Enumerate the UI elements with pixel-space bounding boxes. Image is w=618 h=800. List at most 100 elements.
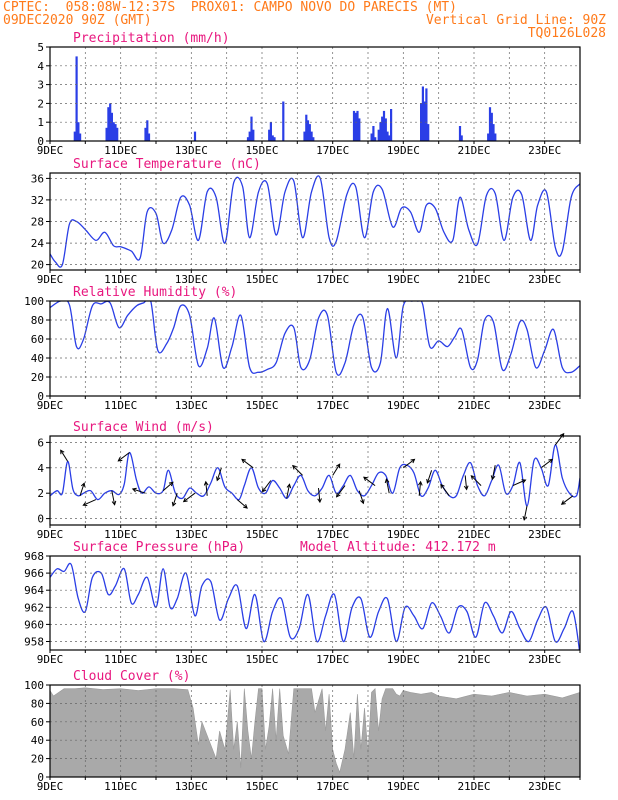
precip-bar	[77, 122, 80, 141]
wind-arrow-head	[426, 478, 431, 484]
wind-ytick-label: 4	[37, 462, 44, 475]
wind-arrow	[83, 499, 97, 506]
wind-ytick-label: 2	[37, 487, 44, 500]
precip-bar	[356, 110, 359, 141]
precip-bar	[305, 114, 308, 141]
pres-xtick-label: 11DEC	[104, 653, 137, 666]
rh-xtick-label: 9DEC	[37, 399, 64, 412]
wind-arrow-head	[243, 504, 248, 509]
precip-bar	[306, 120, 310, 141]
precip-bar	[268, 129, 271, 141]
rh-xtick-label: 19DEC	[387, 399, 420, 412]
wind-arrow-head	[360, 499, 365, 505]
wind-arrow-head	[335, 463, 341, 469]
temp-ytick-label: 36	[31, 172, 44, 185]
rh-ytick-label: 40	[31, 352, 44, 365]
precip-bar	[382, 110, 386, 141]
wind-xtick-label: 21DEC	[457, 528, 490, 541]
wind-arrow-head	[335, 492, 341, 498]
precip-ytick-label: 2	[37, 97, 44, 110]
cloud-panel	[46, 684, 581, 780]
wind-arrow	[241, 458, 254, 469]
cloud-ytick-label: 80	[31, 697, 44, 710]
pres-line	[50, 562, 580, 650]
cloud-xtick-label: 17DEC	[316, 780, 349, 793]
wind-arrow-head	[490, 475, 496, 481]
precip-bar	[75, 56, 78, 141]
pres-subtitle: Model Altitude: 412.172 m	[300, 540, 496, 555]
cloud-area	[49, 687, 581, 778]
wind-arrow-head	[548, 458, 554, 464]
wind-xtick-label: 13DEC	[175, 528, 208, 541]
precip-xtick-label: 21DEC	[457, 144, 490, 157]
wind-arrow-head	[111, 500, 117, 506]
wind-arrow	[512, 479, 526, 487]
wind-arrow	[358, 490, 364, 504]
precip-panel	[46, 46, 581, 144]
precip-bar	[487, 133, 490, 141]
precip-bar	[492, 124, 495, 141]
rh-ytick-label: 0	[37, 390, 44, 403]
rh-frame	[49, 300, 581, 397]
wind-arrow-head	[82, 501, 88, 506]
precip-ytick-label: 1	[37, 116, 44, 129]
temp-xtick-label: 9DEC	[37, 273, 64, 286]
temp-panel	[46, 172, 581, 273]
precip-bar	[386, 131, 389, 141]
cloud-ytick-label: 40	[31, 734, 44, 747]
wind-arrow	[540, 458, 553, 469]
wind-arrow-head	[182, 497, 188, 503]
cloud-xtick-label: 9DEC	[37, 780, 64, 793]
precip-title: Precipitation (mm/h)	[73, 31, 230, 46]
precip-bar	[79, 133, 82, 141]
wind-arrow-head	[117, 457, 123, 462]
precip-bar	[358, 118, 361, 141]
precip-bar	[421, 86, 424, 141]
pres-xtick-label: 19DEC	[387, 653, 420, 666]
wind-xtick-label: 11DEC	[104, 528, 137, 541]
precip-bar	[146, 120, 149, 141]
temp-ytick-label: 24	[31, 237, 45, 250]
wind-panel	[46, 432, 581, 528]
precip-bar	[269, 122, 272, 141]
rh-panel	[46, 300, 581, 399]
temp-xtick-label: 17DEC	[316, 273, 349, 286]
wind-arrow-head	[203, 480, 209, 486]
precip-bar	[427, 124, 430, 141]
temp-xtick-label: 19DEC	[387, 273, 420, 286]
wind-arrow	[292, 465, 303, 476]
wind-arrow	[172, 493, 178, 506]
wind-xtick-label: 9DEC	[37, 528, 64, 541]
precip-bar	[310, 131, 313, 141]
wind-arrow	[60, 449, 69, 462]
temp-xtick-label: 15DEC	[245, 273, 278, 286]
precip-bar	[252, 129, 255, 141]
wind-arrow-head	[216, 476, 221, 482]
precip-xtick-label: 15DEC	[245, 144, 278, 157]
precip-bar	[144, 127, 147, 141]
temp-ytick-label: 20	[31, 259, 44, 272]
pres-xtick-label: 17DEC	[316, 653, 349, 666]
precip-bar	[193, 131, 197, 141]
wind-arrow-head	[292, 464, 297, 470]
temp-title: Surface Temperature (nC)	[73, 157, 261, 172]
rh-ytick-label: 20	[31, 371, 44, 384]
precip-bar	[114, 124, 117, 141]
precip-bar	[372, 126, 375, 141]
wind-arrow	[162, 481, 174, 492]
header-run-date: 09DEC2020 90Z (GMT)	[3, 13, 152, 28]
precip-bar	[308, 124, 311, 141]
temp-ytick-label: 32	[31, 194, 44, 207]
wind-arrow	[523, 505, 528, 520]
precip-bar	[116, 127, 119, 141]
wind-arrow	[426, 470, 433, 484]
wind-arrow-head	[384, 478, 390, 484]
wind-arrow-head	[410, 458, 416, 464]
pres-panel	[46, 555, 581, 653]
wind-title: Surface Wind (m/s)	[73, 420, 214, 435]
precip-bar	[458, 126, 462, 141]
precip-bar	[250, 116, 253, 141]
precip-bar	[354, 112, 357, 141]
precip-bar	[370, 133, 373, 141]
pres-frame	[49, 555, 581, 651]
